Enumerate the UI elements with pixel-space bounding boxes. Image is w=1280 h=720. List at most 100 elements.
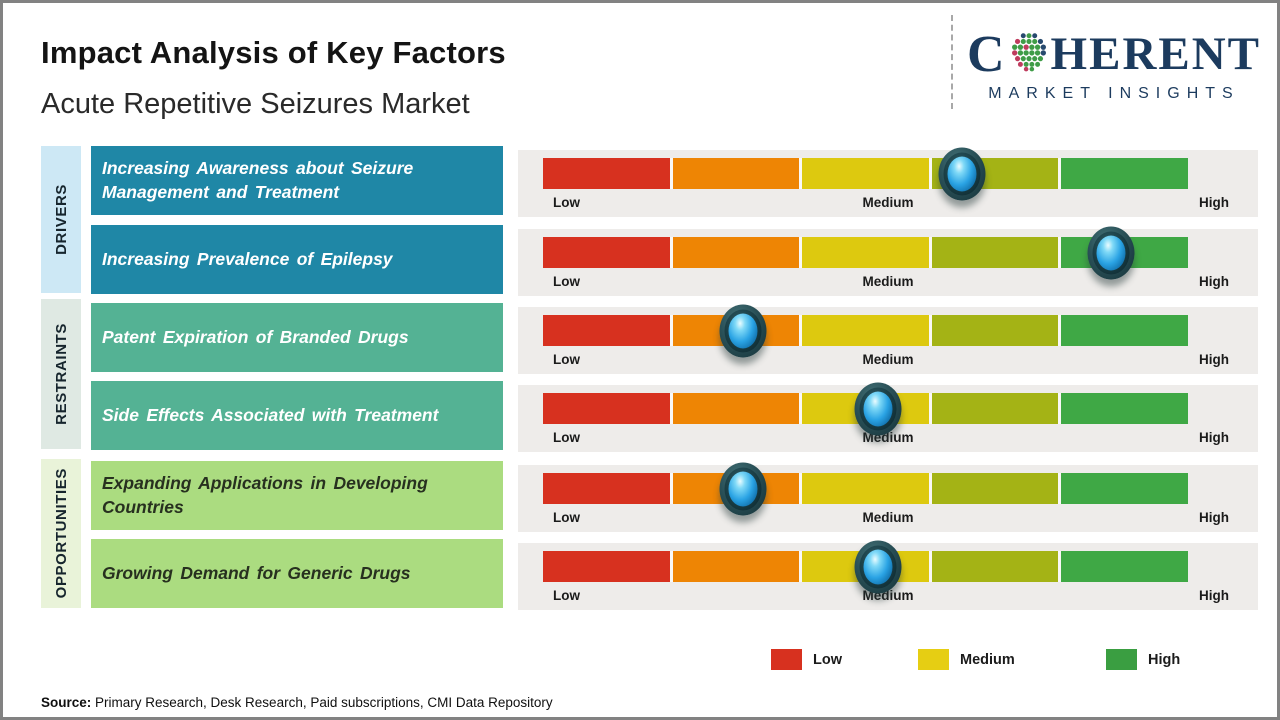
factor-label: Increasing Awareness about Seizure Manag… bbox=[102, 157, 414, 202]
legend-swatch-medium bbox=[918, 649, 949, 670]
logo-letter-c: C bbox=[966, 25, 1007, 83]
page-subtitle: Acute Repetitive Seizures Market bbox=[41, 88, 470, 120]
scale-labels: Low Medium High bbox=[518, 352, 1258, 368]
scale-label-high: High bbox=[1199, 274, 1229, 289]
legend-label-high: High bbox=[1148, 651, 1181, 668]
scale-label-medium: Medium bbox=[862, 352, 914, 367]
logo-tagline: MARKET INSIGHTS bbox=[988, 85, 1240, 102]
scale-segment bbox=[672, 237, 800, 268]
dotted-globe-icon bbox=[1008, 29, 1050, 82]
scale-label-medium: Medium bbox=[862, 510, 914, 525]
category-label: DRIVERS bbox=[52, 184, 70, 255]
factor-box: Increasing Awareness about Seizure Manag… bbox=[91, 146, 503, 215]
scale-label-high: High bbox=[1199, 510, 1229, 525]
legend-item-high: High bbox=[1106, 648, 1180, 671]
scale-segment bbox=[802, 158, 929, 189]
legend-item-medium: Medium bbox=[918, 648, 1015, 671]
impact-marker bbox=[719, 462, 767, 515]
factor-box: Growing Demand for Generic Drugs bbox=[91, 539, 503, 608]
scale-segment bbox=[543, 158, 670, 189]
factor-label: Patent Expiration of Branded Drugs bbox=[102, 326, 409, 347]
scale-segment bbox=[802, 473, 929, 504]
scale-segment bbox=[931, 393, 1059, 424]
scale-segment bbox=[543, 237, 670, 268]
factor-label: Side Effects Associated with Treatment bbox=[102, 404, 439, 425]
category-label: RESTRAINTS bbox=[52, 323, 70, 425]
impact-scale-panel: Low Medium High bbox=[518, 304, 1258, 374]
impact-bar bbox=[543, 382, 1188, 435]
scale-labels: Low Medium High bbox=[518, 195, 1258, 211]
scale-segment bbox=[672, 551, 800, 582]
scale-label-low: Low bbox=[553, 195, 580, 210]
factor-box: Patent Expiration of Branded Drugs bbox=[91, 303, 503, 372]
legend-item-low: Low bbox=[771, 648, 842, 671]
impact-bar bbox=[543, 462, 1188, 515]
impact-marker bbox=[854, 382, 902, 435]
scale-segment bbox=[931, 473, 1059, 504]
category-label: OPPORTUNITIES bbox=[52, 468, 70, 599]
scale-segment bbox=[931, 237, 1059, 268]
impact-scale-panel: Low Medium High bbox=[518, 540, 1258, 610]
logo-divider bbox=[951, 15, 953, 109]
impact-scale-panel: Low Medium High bbox=[518, 147, 1258, 217]
scale-labels: Low Medium High bbox=[518, 510, 1258, 526]
scale-segment bbox=[802, 237, 929, 268]
impact-marker bbox=[938, 147, 986, 200]
impact-marker bbox=[854, 540, 902, 593]
impact-bar bbox=[543, 226, 1188, 279]
scale-label-low: Low bbox=[553, 352, 580, 367]
legend-swatch-high bbox=[1106, 649, 1137, 670]
factor-label: Growing Demand for Generic Drugs bbox=[102, 562, 411, 583]
scale-labels: Low Medium High bbox=[518, 274, 1258, 290]
scale-label-high: High bbox=[1199, 588, 1229, 603]
category-strip-drivers: DRIVERS bbox=[41, 146, 81, 293]
scale-labels: Low Medium High bbox=[518, 430, 1258, 446]
legend-label-medium: Medium bbox=[960, 651, 1015, 668]
impact-bar bbox=[543, 304, 1188, 357]
scale-label-high: High bbox=[1199, 430, 1229, 445]
factor-box: Increasing Prevalence of Epilepsy bbox=[91, 225, 503, 294]
scale-segment bbox=[543, 551, 670, 582]
company-logo: C HERENT MARKET INSIGHTS bbox=[963, 27, 1265, 103]
factor-label: Increasing Prevalence of Epilepsy bbox=[102, 248, 393, 269]
scale-segment bbox=[802, 315, 929, 346]
scale-segment bbox=[931, 551, 1059, 582]
scale-label-high: High bbox=[1199, 195, 1229, 210]
category-strip-restraints: RESTRAINTS bbox=[41, 299, 81, 449]
scale-label-medium: Medium bbox=[862, 195, 914, 210]
impact-bar bbox=[543, 147, 1188, 200]
scale-label-high: High bbox=[1199, 352, 1229, 367]
scale-segment bbox=[931, 315, 1059, 346]
factor-box: Side Effects Associated with Treatment bbox=[91, 381, 503, 450]
logo-wordmark: C HERENT bbox=[963, 27, 1265, 82]
impact-scale-panel: Low Medium High bbox=[518, 226, 1258, 296]
scale-label-low: Low bbox=[553, 588, 580, 603]
scale-label-low: Low bbox=[553, 510, 580, 525]
impact-bar bbox=[543, 540, 1188, 593]
scale-segment bbox=[1061, 473, 1188, 504]
scale-segment bbox=[543, 473, 670, 504]
scale-segment bbox=[543, 393, 670, 424]
legend-swatch-low bbox=[771, 649, 802, 670]
impact-marker bbox=[1087, 226, 1135, 279]
category-strip-opportunities: OPPORTUNITIES bbox=[41, 459, 81, 608]
impact-scale-panel: Low Medium High bbox=[518, 382, 1258, 452]
scale-segment bbox=[1061, 158, 1188, 189]
legend-label-low: Low bbox=[813, 651, 842, 668]
scale-label-medium: Medium bbox=[862, 274, 914, 289]
scale-segment bbox=[672, 393, 800, 424]
scale-segment bbox=[1061, 393, 1188, 424]
scale-segment bbox=[1061, 551, 1188, 582]
logo-letters-rest: HERENT bbox=[1050, 28, 1262, 80]
factor-label: Expanding Applications in Developing Cou… bbox=[102, 472, 428, 517]
factor-box: Expanding Applications in Developing Cou… bbox=[91, 461, 503, 530]
scale-label-low: Low bbox=[553, 274, 580, 289]
source-note: Source: Primary Research, Desk Research,… bbox=[41, 695, 553, 710]
page-title: Impact Analysis of Key Factors bbox=[41, 35, 506, 70]
source-prefix: Source: bbox=[41, 695, 92, 710]
scale-segment bbox=[672, 158, 800, 189]
scale-segment bbox=[1061, 315, 1188, 346]
impact-scale-panel: Low Medium High bbox=[518, 462, 1258, 532]
scale-label-low: Low bbox=[553, 430, 580, 445]
